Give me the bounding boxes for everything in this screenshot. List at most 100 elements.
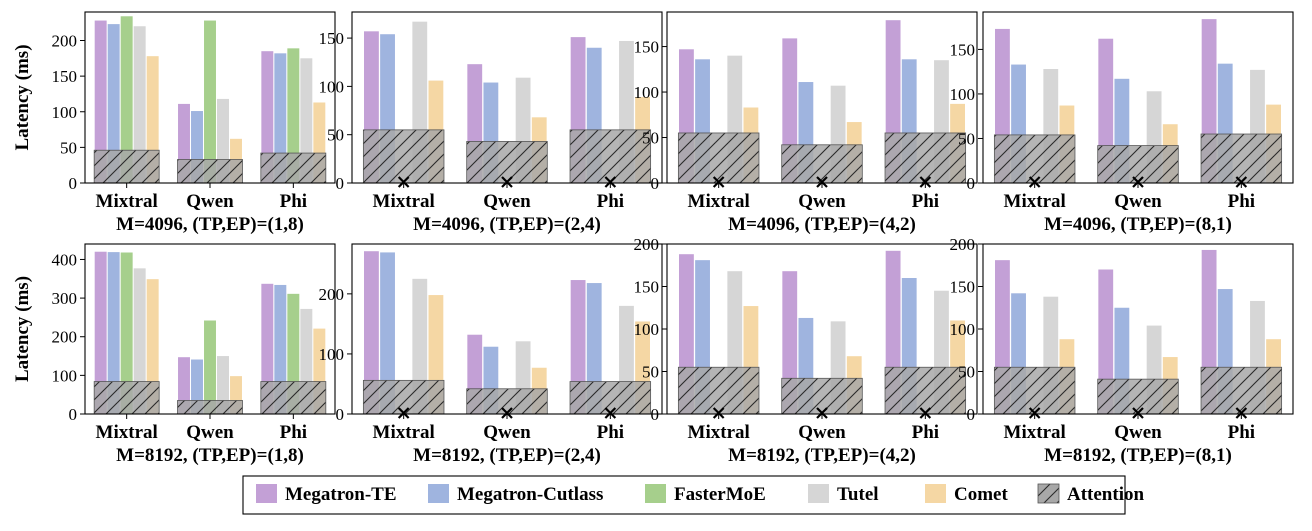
- x-tick-label-qwen: Qwen: [798, 422, 846, 443]
- x-tick-label-qwen: Qwen: [483, 422, 531, 443]
- x-tick-label-qwen: Qwen: [186, 422, 234, 443]
- attention-hatch-qwen: [781, 144, 863, 184]
- subplot-caption: M=4096, (TP,EP)=(2,4): [413, 214, 601, 235]
- legend-label: Tutel: [837, 484, 879, 505]
- marker-stroke-b: [604, 407, 617, 419]
- bar-megatron-cutlass-qwen: [191, 111, 203, 183]
- y-tick-label: 100: [634, 320, 660, 339]
- axes-frame: [982, 11, 1294, 184]
- subplot-caption: M=4096, (TP,EP)=(4,2): [728, 214, 916, 235]
- marker-stroke-b: [712, 176, 725, 188]
- marker-stroke-b: [816, 176, 828, 188]
- attention-hatch-phi: [569, 129, 652, 184]
- attention-hatch-phi: [1200, 133, 1283, 184]
- attention-hatch-qwen: [177, 400, 243, 415]
- bar-megatron-te-qwen: [1098, 269, 1114, 414]
- bar-comet-mixtral: [146, 279, 159, 414]
- unsupported-marker-mixtral: [712, 176, 725, 188]
- attention-hatch-mixtral: [993, 134, 1076, 184]
- y-tick-label: 400: [52, 250, 78, 269]
- y-tick-label: 150: [634, 278, 660, 297]
- attention-hatch-qwen: [466, 141, 548, 184]
- y-tick-label: 50: [327, 126, 344, 145]
- unsupported-marker-qwen: [816, 176, 828, 188]
- attention-hatch-qwen: [177, 159, 243, 184]
- attention-hatch-mixtral: [677, 132, 760, 184]
- marker-stroke-b: [1132, 176, 1144, 188]
- unsupported-marker-phi: [919, 176, 932, 188]
- unsupported-marker-mixtral: [397, 407, 410, 419]
- unsupported-marker-qwen: [1132, 407, 1144, 419]
- subplot-5: Mixtral Qwen Phi 0 100 200 300 400 M=8192, (TP,E…: [12, 243, 336, 466]
- legend-label: Megatron-Cutlass: [457, 484, 603, 505]
- x-tick-label-phi: Phi: [912, 422, 939, 443]
- subplot-caption: M=8192, (TP,EP)=(1,8): [116, 445, 304, 466]
- y-tick-label: 50: [60, 138, 77, 157]
- legend-swatch: [428, 484, 449, 503]
- marker-stroke-b: [1235, 176, 1248, 188]
- x-tick-label-mixtral: Mixtral: [96, 191, 158, 212]
- x-tick-label-qwen: Qwen: [1114, 422, 1162, 443]
- subplot-4: Mixtral Qwen Phi 0 50 100 150 M=4096, (TP,EP)=(…: [950, 11, 1294, 235]
- subplot-3: Mixtral Qwen Phi 0 50 100 150 M=4096, (TP,EP)=(…: [634, 11, 978, 235]
- x-tick-label-phi: Phi: [280, 422, 307, 443]
- legend-item-tutel: Tutel: [808, 484, 879, 505]
- y-tick-label: 50: [958, 129, 975, 148]
- subplot-caption: M=8192, (TP,EP)=(8,1): [1044, 445, 1232, 466]
- bar-megatron-te-mixtral: [94, 20, 107, 183]
- bar-fastermoe-qwen: [204, 20, 216, 183]
- attention-hatch-phi: [1200, 366, 1283, 415]
- unsupported-marker-qwen: [816, 407, 828, 419]
- subplot-grid: Mixtral Qwen Phi 0 50 100 150 200 M=4096, (TP,EP…: [12, 11, 1294, 466]
- subplot-7: Mixtral Qwen Phi 0 50 100 150 200 M=8192, (TP,EP…: [634, 235, 978, 466]
- legend-swatch: [256, 484, 277, 503]
- subplot-caption: M=8192, (TP,EP)=(4,2): [728, 445, 916, 466]
- y-tick-label: 150: [950, 278, 976, 297]
- y-tick-label: 200: [950, 235, 976, 254]
- marker-stroke-b: [816, 407, 828, 419]
- bar-megatron-cutlass-phi: [274, 284, 287, 414]
- bar-megatron-te-mixtral: [364, 251, 379, 414]
- attention-hatch-qwen: [781, 377, 863, 415]
- y-tick-label: 0: [69, 405, 78, 424]
- axes-frame: [84, 243, 336, 415]
- legend-label: Megatron-TE: [285, 484, 397, 505]
- y-tick-label: 50: [642, 129, 659, 148]
- y-tick-label: 0: [967, 405, 976, 424]
- axes-frame: [84, 11, 336, 184]
- attention-hatch-mixtral: [677, 366, 760, 415]
- bar-megatron-te-phi: [261, 51, 274, 183]
- unsupported-marker-qwen: [501, 407, 513, 419]
- attention-hatch-phi: [884, 132, 967, 184]
- legend-label: FasterMoE: [674, 484, 766, 505]
- x-tick-label-phi: Phi: [280, 191, 307, 212]
- subplot-1: Mixtral Qwen Phi 0 50 100 150 200 M=4096, (TP,EP…: [12, 11, 336, 235]
- bar-tutel-mixtral: [133, 268, 146, 414]
- subplot-caption: M=4096, (TP,EP)=(1,8): [116, 214, 304, 235]
- marker-stroke-b: [501, 407, 513, 419]
- x-tick-label-qwen: Qwen: [186, 191, 234, 212]
- subplot-2: Mixtral Qwen Phi 0 50 100 150 M=4096, (TP,EP)=(…: [319, 11, 663, 235]
- bar-comet-phi: [313, 328, 326, 414]
- x-tick-label-mixtral: Mixtral: [688, 191, 750, 212]
- bar-tutel-phi: [300, 308, 313, 414]
- subplot-6: Mixtral Qwen Phi 0 100 200 M=8192, (TP,EP)=(2,…: [319, 243, 663, 466]
- y-tick-label: 150: [950, 40, 976, 59]
- unsupported-marker-phi: [919, 407, 932, 419]
- x-tick-label-mixtral: Mixtral: [373, 191, 435, 212]
- bar-tutel-qwen: [217, 98, 229, 183]
- y-tick-label: 200: [52, 32, 78, 51]
- marker-stroke-b: [919, 176, 932, 188]
- x-tick-label-qwen: Qwen: [1114, 191, 1162, 212]
- bar-megatron-cutlass-mixtral: [107, 252, 120, 414]
- y-tick-label: 50: [642, 363, 659, 382]
- y-tick-label: 300: [52, 289, 78, 308]
- legend-item-attention: Attention: [1037, 483, 1144, 505]
- marker-stroke-b: [1028, 407, 1041, 419]
- marker-stroke-b: [1235, 407, 1248, 419]
- bar-fastermoe-phi: [287, 48, 300, 184]
- y-tick-label: 200: [634, 235, 660, 254]
- y-tick-label: 0: [651, 405, 660, 424]
- marker-stroke-b: [397, 407, 410, 419]
